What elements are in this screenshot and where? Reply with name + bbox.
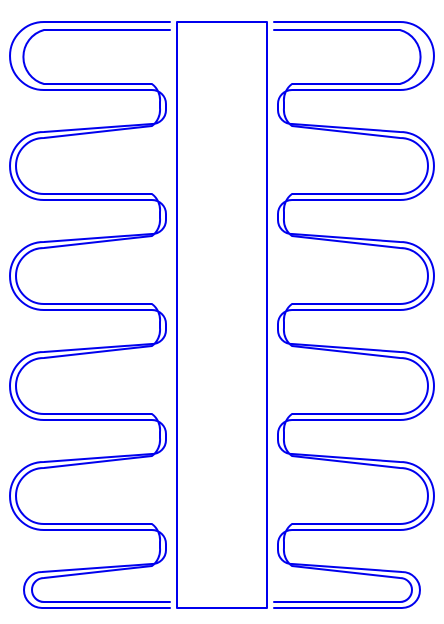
right-serpentine-inner (273, 29, 429, 603)
left-serpentine-outer (9, 21, 171, 609)
left-serpentine-inner (15, 29, 171, 603)
right-serpentine-outer (273, 21, 435, 609)
central-spine (176, 21, 268, 609)
